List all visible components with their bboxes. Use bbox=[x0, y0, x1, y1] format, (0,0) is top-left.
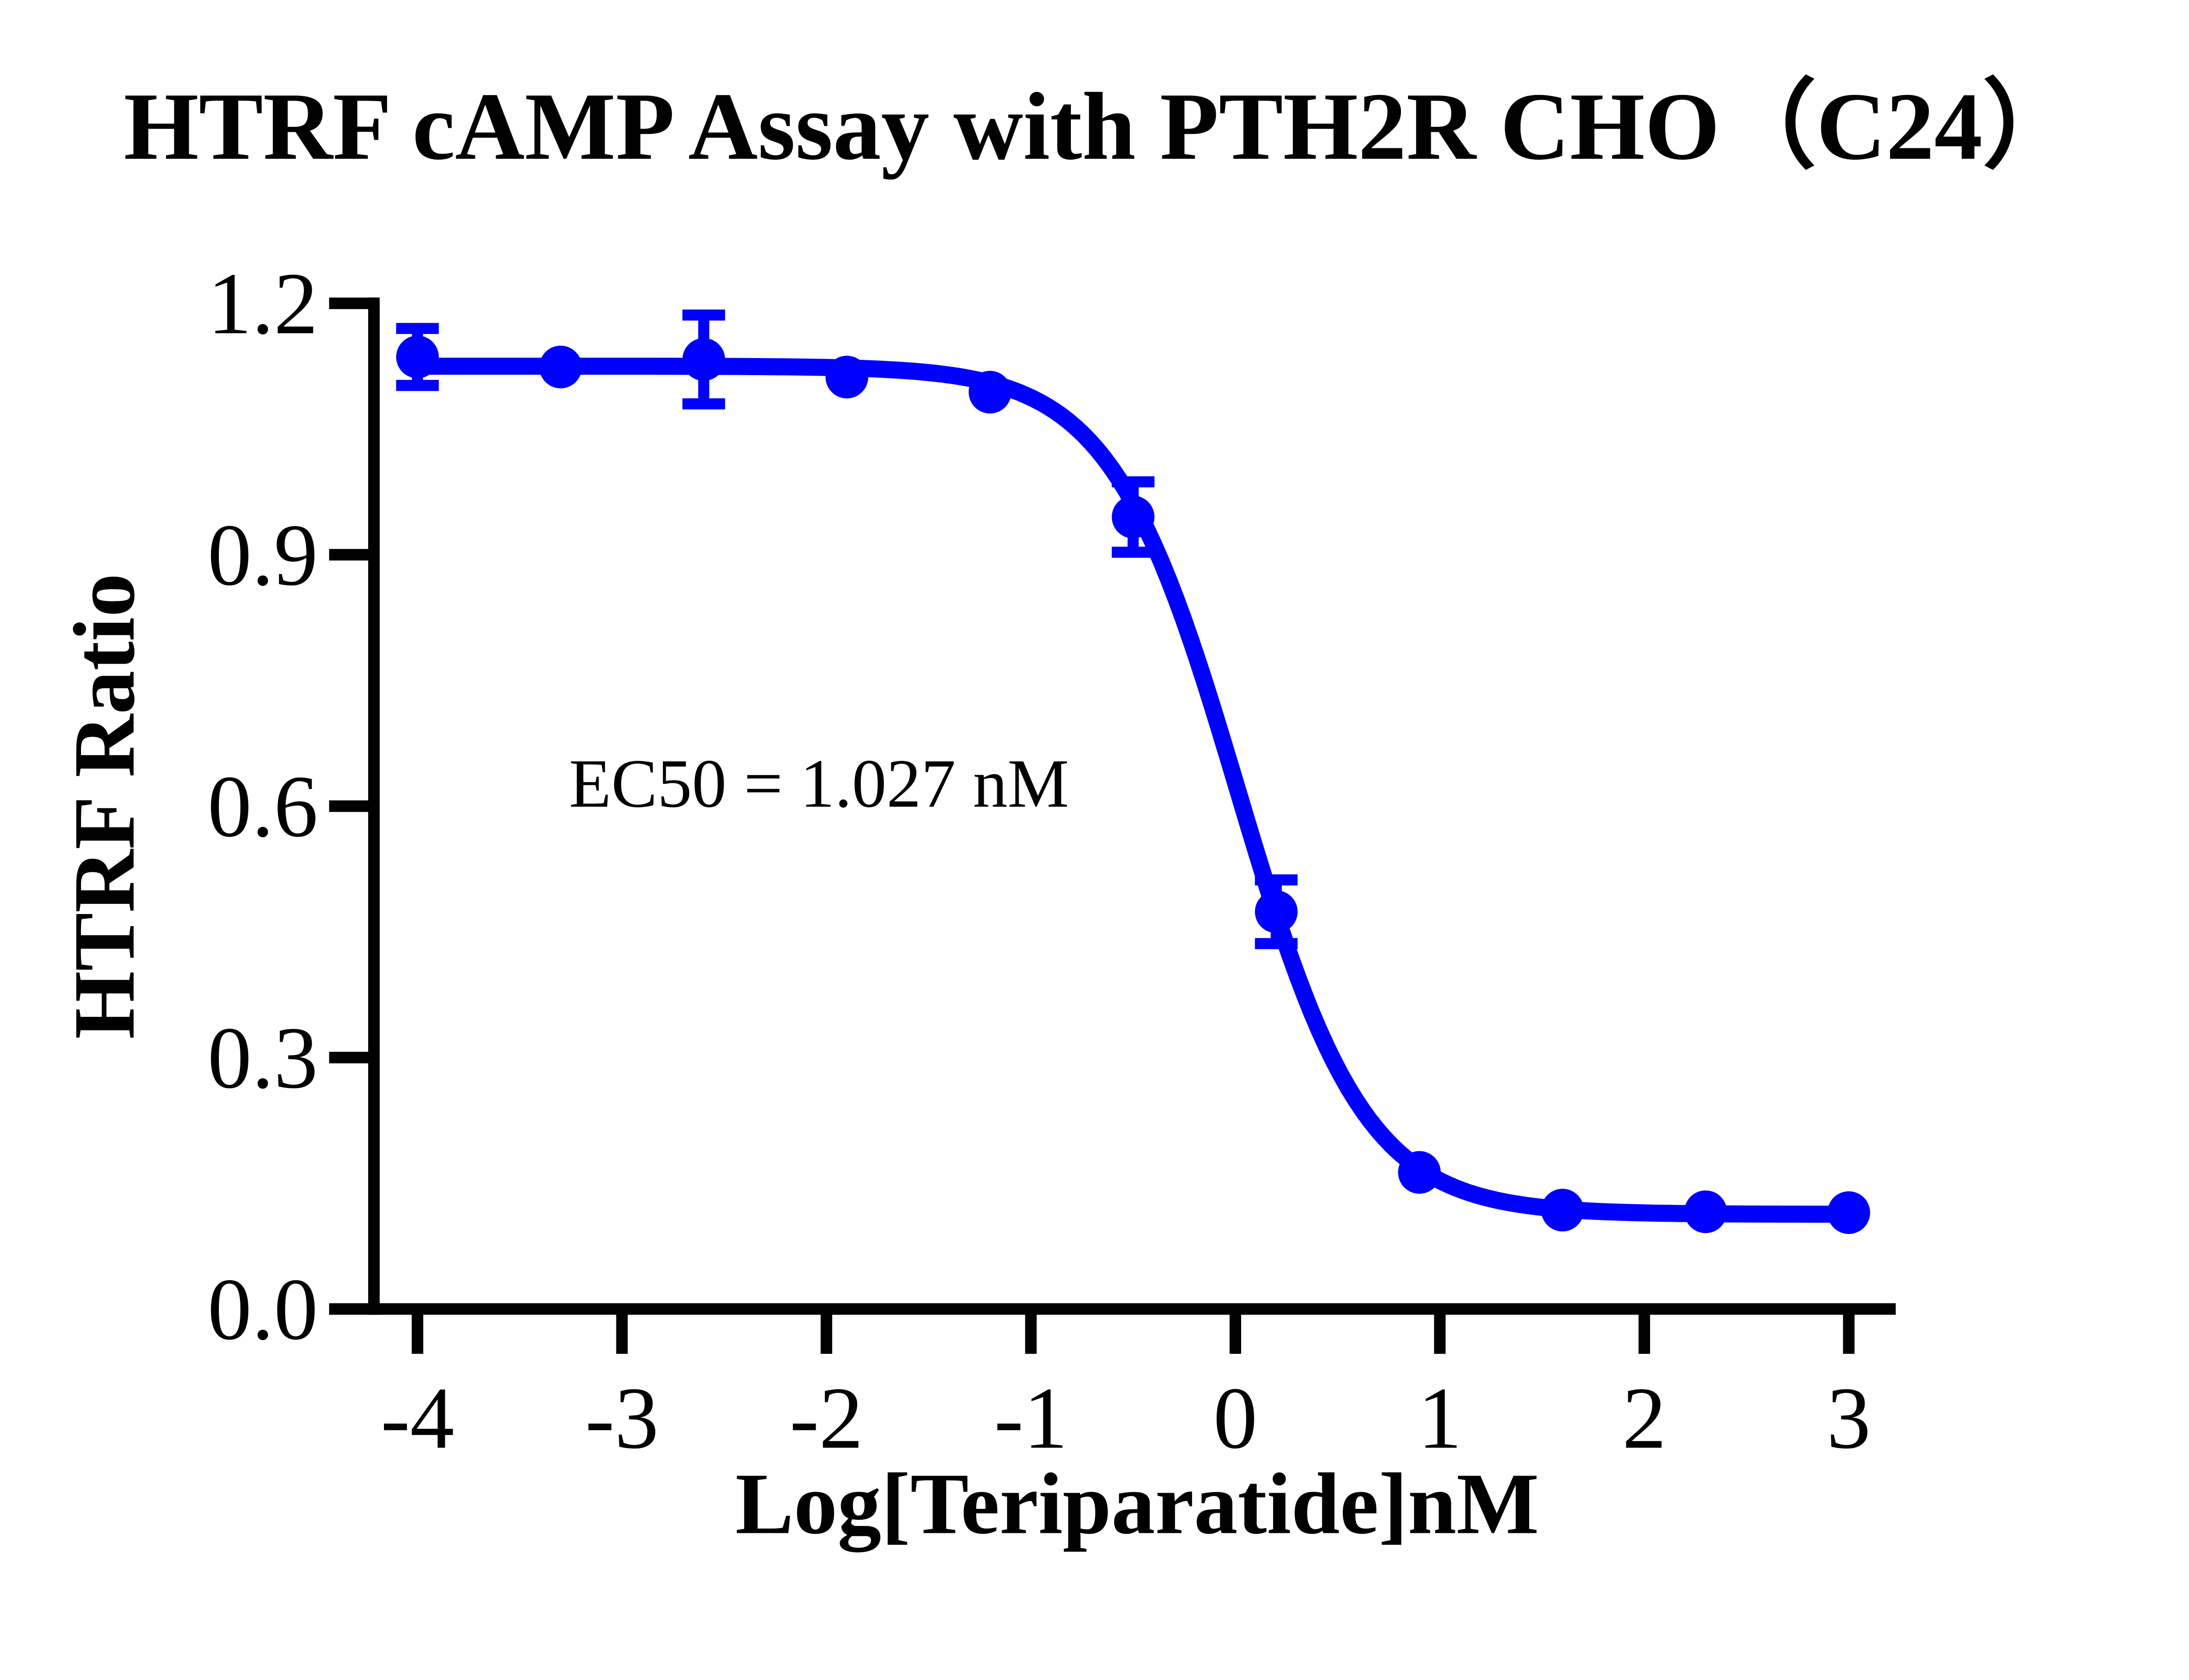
data-point-marker bbox=[825, 355, 869, 399]
data-point-marker bbox=[682, 338, 725, 381]
chart-title: HTRF cAMP Assay with PTH2R CHO（C24） bbox=[124, 73, 2079, 180]
data-point-marker bbox=[539, 345, 582, 389]
x-tick-label: -2 bbox=[790, 1369, 863, 1467]
dose-response-chart: -4 -3 -2 -1 0 1 2 3 0.0 0.3 0.6 0.9 1.2 HTRF cAMP As… bbox=[56, 73, 2079, 1553]
data-point-marker bbox=[1398, 1151, 1441, 1194]
x-axis-label: Log[Teriparatide]nM bbox=[736, 1455, 1539, 1552]
ec50-annotation: EC50 = 1.027 nM bbox=[569, 745, 1069, 822]
y-axis-label: HTRF Ratio bbox=[56, 573, 153, 1039]
data-point-marker bbox=[1255, 890, 1298, 933]
x-tick-label: 0 bbox=[1213, 1369, 1257, 1467]
chart-page: -4 -3 -2 -1 0 1 2 3 0.0 0.3 0.6 0.9 1.2 HTRF cAMP As… bbox=[56, 73, 2079, 1553]
y-tick-label: 0.3 bbox=[208, 1009, 318, 1107]
data-points bbox=[396, 309, 1870, 1234]
x-tick-label: 3 bbox=[1827, 1369, 1871, 1467]
x-tick-label: 2 bbox=[1622, 1369, 1666, 1467]
y-tick-label: 0.9 bbox=[208, 506, 318, 604]
x-tick-label: -3 bbox=[585, 1369, 659, 1467]
y-tick-label: 0.0 bbox=[208, 1260, 318, 1358]
data-point-marker bbox=[1112, 496, 1154, 538]
axes: -4 -3 -2 -1 0 1 2 3 0.0 0.3 0.6 0.9 1.2 bbox=[208, 254, 1896, 1467]
data-point-marker bbox=[1541, 1188, 1584, 1232]
data-point-marker bbox=[396, 335, 439, 379]
x-tick-label: 1 bbox=[1418, 1369, 1462, 1467]
y-tick-label: 0.6 bbox=[208, 757, 318, 855]
y-tick-label: 1.2 bbox=[208, 254, 318, 352]
data-point-marker bbox=[1684, 1190, 1727, 1234]
x-tick-label: -4 bbox=[381, 1369, 454, 1467]
data-point-marker bbox=[1827, 1191, 1870, 1234]
x-tick-label: -1 bbox=[994, 1369, 1068, 1467]
data-point-marker bbox=[968, 371, 1012, 414]
